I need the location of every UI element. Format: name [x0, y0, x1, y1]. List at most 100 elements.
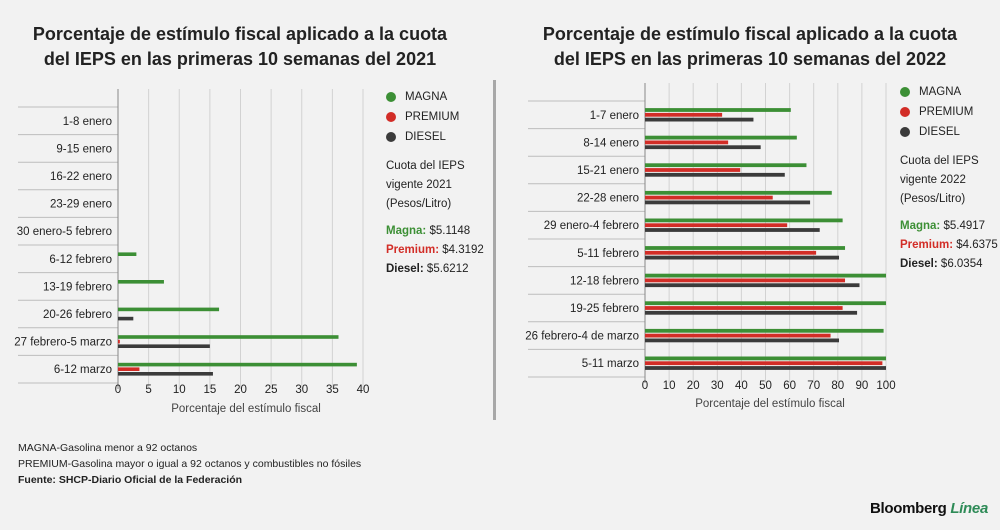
right-bar-premium: [645, 361, 883, 366]
right-category-label: 29 enero-4 febrero: [544, 220, 639, 232]
left-category-label: 20-26 febrero: [43, 309, 112, 321]
left-quota-diesel: Diesel: $5.6212: [386, 260, 486, 279]
magna-dot-icon: [386, 92, 396, 102]
left-category-label: 13-19 febrero: [43, 281, 112, 293]
right-bar-diesel: [645, 283, 860, 288]
left-x-tick-label: 10: [173, 384, 186, 396]
legend-item-premium-2: PREMIUM: [900, 102, 998, 122]
right-magna-value: $5.4917: [943, 220, 986, 232]
left-bar-magna: [118, 252, 137, 256]
note-magna: MAGNA-Gasolina menor a 92 octanos: [18, 442, 198, 454]
left-quota-premium: Premium: $4.3192: [386, 241, 486, 260]
right-x-tick-label: 90: [856, 380, 869, 392]
left-quota-magna: Magna: $5.1148: [386, 222, 486, 241]
right-x-tick-label: 70: [807, 380, 820, 392]
footnotes: MAGNA-Gasolina menor a 92 octanos PREMIU…: [18, 440, 361, 488]
left-bar-premium: [118, 339, 120, 344]
right-category-label: 5-11 febrero: [577, 248, 639, 260]
note-source: Fuente: SHCP-Diario Oficial de la Federa…: [18, 474, 243, 486]
right-bar-premium: [645, 306, 843, 310]
legend-item-magna-2: MAGNA: [900, 82, 998, 102]
left-title-line2: del IEPS en las primeras 10 semanas del …: [43, 49, 437, 69]
right-category-label: 12-18 febrero: [570, 275, 639, 287]
right-bar-magna: [645, 273, 886, 278]
left-bar-magna: [118, 335, 339, 339]
left-category-label: 30 enero-5 febrero: [17, 226, 112, 238]
left-chart-title: Porcentaje de estímulo fiscal aplicado a…: [10, 22, 470, 72]
left-legend: MAGNA PREMIUM DIESEL Cuota del IEPS vige…: [386, 87, 486, 279]
right-bar-magna: [645, 163, 807, 168]
right-title-line1: Porcentaje de estímulo fiscal aplicado a…: [542, 24, 958, 44]
legend-item-premium: PREMIUM: [386, 107, 486, 127]
right-x-tick-label: 0: [642, 380, 648, 392]
right-bar-magna: [645, 218, 843, 223]
right-bar-magna: [645, 108, 791, 112]
legend-label-magna: MAGNA: [919, 85, 962, 98]
right-bar-premium: [645, 223, 788, 228]
right-x-tick-label: 20: [687, 380, 700, 392]
right-x-tick-label: 100: [876, 380, 895, 392]
left-x-tick-label: 15: [203, 384, 216, 396]
right-bar-premium: [645, 140, 729, 145]
right-title-line2: del IEPS en las primeras 10 semanas del …: [553, 49, 947, 69]
left-category-label: 6-12 marzo: [54, 364, 112, 376]
right-bar-magna: [645, 328, 884, 333]
right-bar-magna: [645, 301, 886, 306]
right-x-tick-label: 10: [663, 380, 676, 392]
left-category-label: 1-8 enero: [63, 116, 112, 128]
legend-label-premium: PREMIUM: [919, 105, 974, 118]
right-bar-diesel: [645, 172, 785, 177]
right-category-label: 5-11 marzo: [582, 358, 639, 370]
right-bar-magna: [645, 356, 886, 361]
right-quota-diesel: Diesel: $6.0354: [900, 255, 998, 274]
right-bar-magna: [645, 190, 832, 195]
right-x-tick-label: 30: [711, 380, 724, 392]
left-category-label: 27 febrero-5 marzo: [14, 337, 112, 349]
right-category-label: 19-25 febrero: [570, 303, 639, 315]
right-quota-magna: Magna: $5.4917: [900, 217, 998, 236]
right-bar-diesel: [645, 366, 886, 370]
right-bar-premium: [645, 112, 723, 117]
right-category-label: 15-21 enero: [577, 165, 639, 177]
right-x-tick-label: 40: [735, 380, 748, 392]
right-magna-label: Magna:: [900, 220, 941, 232]
right-bar-premium: [645, 333, 831, 338]
right-bar-diesel: [645, 228, 820, 232]
left-category-label: 6-12 febrero: [49, 254, 112, 266]
right-bar-premium: [645, 168, 741, 172]
diesel-dot-icon: [386, 132, 396, 142]
brand-logo: Bloomberg Línea: [870, 500, 988, 517]
premium-dot-icon: [900, 107, 910, 117]
left-diesel-label: Diesel:: [386, 263, 424, 275]
legend-item-diesel: DIESEL: [386, 127, 486, 147]
left-category-label: 16-22 enero: [50, 171, 112, 183]
right-bar-premium: [645, 250, 817, 255]
right-bar-diesel: [645, 200, 811, 205]
left-x-axis-label: Porcentaje del estímulo fiscal: [171, 403, 321, 415]
left-bar-magna: [118, 362, 357, 367]
left-x-tick-label: 25: [265, 384, 278, 396]
right-category-label: 26 febrero-4 de marzo: [525, 331, 639, 343]
premium-dot-icon: [386, 112, 396, 122]
left-x-tick-label: 35: [326, 384, 339, 396]
left-category-label: 23-29 enero: [50, 199, 112, 211]
panel-divider: [493, 80, 496, 420]
right-bar-premium: [645, 195, 773, 200]
legend-item-diesel-2: DIESEL: [900, 122, 998, 142]
left-quota-title: Cuota del IEPS vigente 2021 (Pesos/Litro…: [386, 160, 465, 210]
left-bar-diesel: [118, 316, 134, 321]
right-bar-diesel: [645, 255, 840, 260]
legend-label-diesel: DIESEL: [405, 130, 446, 143]
brand-accent: Línea: [950, 500, 988, 517]
left-magna-label: Magna:: [386, 225, 427, 237]
right-x-tick-label: 60: [783, 380, 796, 392]
right-bar-diesel: [645, 310, 858, 315]
legend-label-magna: MAGNA: [405, 90, 448, 103]
brand-main: Bloomberg: [869, 500, 947, 517]
left-x-tick-label: 40: [357, 384, 370, 396]
right-x-tick-label: 50: [759, 380, 772, 392]
right-category-label: 8-14 enero: [583, 137, 639, 149]
right-bar-magna: [645, 246, 846, 250]
legend-label-diesel: DIESEL: [919, 125, 960, 138]
